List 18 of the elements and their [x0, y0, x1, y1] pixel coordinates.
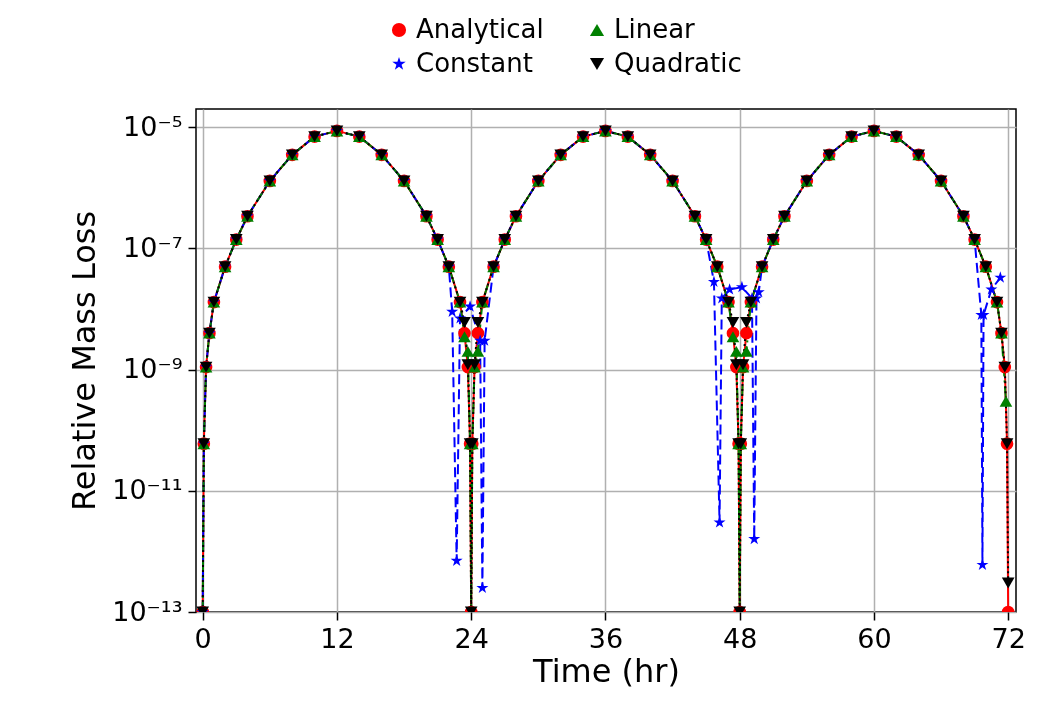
y-tick-label: 10⁻⁷ — [123, 231, 183, 263]
y-tick-label: 10⁻¹¹ — [112, 474, 183, 506]
x-tick-label: 60 — [857, 622, 892, 654]
x-tick-label: 12 — [320, 622, 355, 654]
legend-label: Quadratic — [614, 48, 742, 78]
legend-label: Analytical — [416, 14, 544, 44]
x-tick-label: 48 — [723, 622, 758, 654]
legend-label: Constant — [416, 48, 533, 78]
x-axis-title: Time (hr) — [532, 651, 680, 690]
x-tick-label: 0 — [194, 622, 212, 654]
legend-label: Linear — [614, 14, 696, 44]
x-tick-label: 36 — [588, 622, 624, 654]
x-tick-label: 24 — [454, 622, 489, 654]
y-axis-title: Relative Mass Loss — [65, 210, 104, 512]
y-tick-label: 10⁻⁹ — [123, 353, 183, 385]
y-tick-label: 10⁻¹³ — [112, 595, 183, 627]
y-tick-label: 10⁻⁵ — [123, 110, 183, 142]
x-tick-label: 72 — [991, 622, 1026, 654]
